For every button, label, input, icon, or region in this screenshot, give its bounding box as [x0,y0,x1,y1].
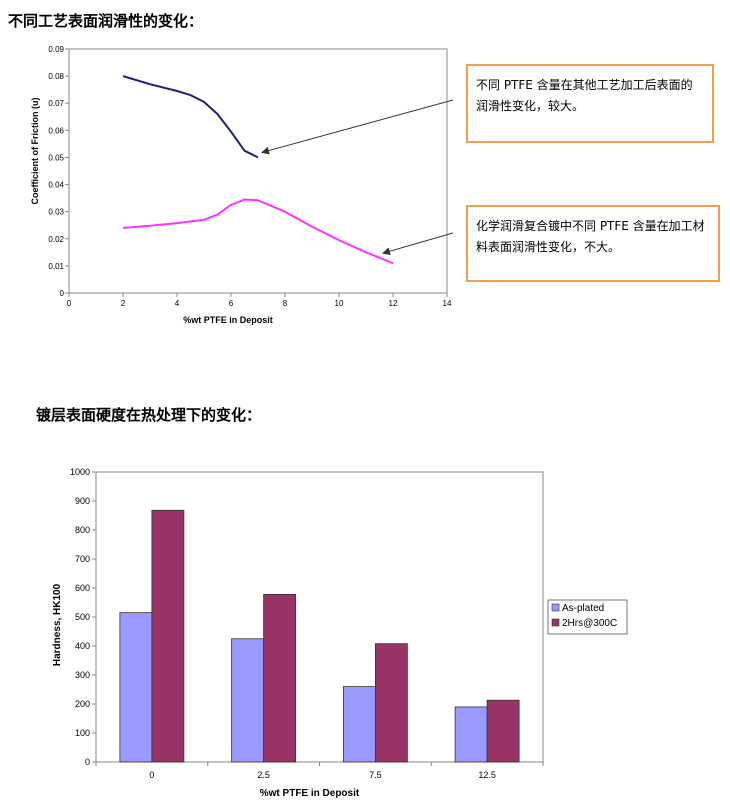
x-tick-label: 6 [229,299,234,308]
x-axis-label: %wt PTFE in Deposit [183,315,273,325]
friction-series-line-1 [122,75,259,159]
y-tick-label: 0 [85,757,90,767]
annotation-arrow-1 [261,99,454,155]
y-tick-label: 1000 [70,467,90,477]
y-tick-label: 0.03 [48,208,64,217]
x-tick-label: 12.5 [478,770,496,780]
plot-area-frame [68,48,448,294]
bar-as-plated [454,706,488,763]
bar-as-plated [342,686,376,763]
x-axis-label: %wt PTFE in Deposit [260,788,360,799]
annotation-arrow-2 [382,232,454,256]
y-tick-label: 0.09 [48,45,64,54]
y-tick-label: 100 [75,728,90,738]
x-tick-label: 2.5 [257,770,270,780]
y-tick-label: 0.05 [48,153,64,162]
section-heading-hardness: 镀层表面硬度在热处理下的变化： [36,406,262,424]
annotation-text-electroless: 化学润滑复合镀中不同 PTFE 含量在加工材料表面润滑性变化，不大。 [476,219,705,254]
x-tick-label: 0 [67,299,72,308]
legend-swatch [551,618,560,627]
legend-label: As-plated [562,603,604,614]
legend-swatch [551,603,560,612]
bar-heat-treated [486,699,520,763]
y-tick-label: 800 [75,525,90,535]
bar-as-plated [119,612,153,763]
x-tick-label: 14 [443,299,452,308]
x-tick-label: 2 [121,299,126,308]
x-tick-label: 10 [335,299,344,308]
y-tick-label: 500 [75,612,90,622]
y-tick-label: 700 [75,554,90,564]
y-axis-label: Hardness, HK100 [52,583,63,666]
x-tick-label: 4 [175,299,180,308]
y-tick-label: 0.04 [48,181,64,190]
x-tick-label: 7.5 [369,770,382,780]
y-tick-label: 0 [60,289,65,298]
bar-as-plated [231,638,265,763]
annotation-box-electroless: 化学润滑复合镀中不同 PTFE 含量在加工材料表面润滑性变化，不大。 [466,205,720,282]
y-tick-label: 600 [75,583,90,593]
y-tick-label: 0.01 [48,262,64,271]
y-tick-label: 200 [75,699,90,709]
x-tick-label: 0 [149,770,154,780]
friction-series-line-2 [122,198,394,265]
x-tick-label: 12 [389,299,398,308]
legend-box [547,599,628,635]
legend-label: 2Hrs@300C [562,618,617,629]
y-tick-label: 400 [75,641,90,651]
y-tick-label: 0.08 [48,72,64,81]
x-tick-label: 8 [283,299,288,308]
y-axis-label: Coefficient of Friction (u) [30,98,40,205]
y-tick-label: 900 [75,496,90,506]
y-tick-label: 0.06 [48,126,64,135]
annotation-text-other-process: 不同 PTFE 含量在其他工艺加工后表面的润滑性变化，较大。 [476,78,693,113]
section-heading-lubricity: 不同工艺表面润滑性的变化： [8,12,204,30]
bar-heat-treated [151,509,185,763]
annotation-box-other-process: 不同 PTFE 含量在其他工艺加工后表面的润滑性变化，较大。 [466,64,714,143]
y-tick-label: 0.02 [48,235,64,244]
bar-heat-treated [263,593,297,763]
y-tick-label: 0.07 [48,99,64,108]
bar-heat-treated [374,643,408,763]
y-tick-label: 300 [75,670,90,680]
